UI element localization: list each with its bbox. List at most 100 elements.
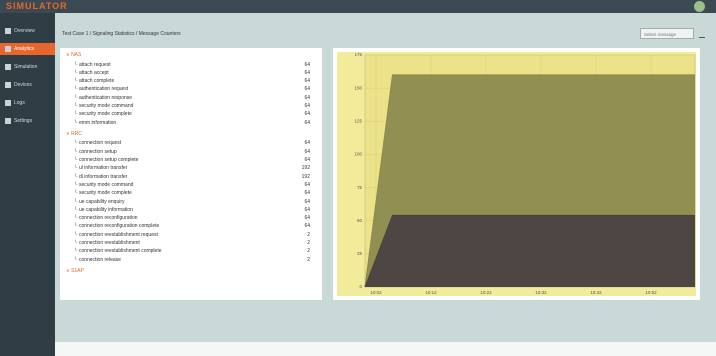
item-count: 64 [304, 94, 310, 101]
nav-item[interactable]: Simulation [0, 61, 55, 73]
item-name: connection reestablishment [78, 240, 140, 246]
item-name: emm information [78, 119, 117, 126]
item-name: connection release [78, 256, 121, 263]
y-tick-label: 150 [354, 85, 362, 90]
item-count: 192 [301, 165, 310, 172]
area [365, 215, 695, 287]
group-label: S1AP [71, 267, 84, 274]
item-name: connection setup [78, 148, 117, 155]
item-count: 64 [304, 86, 310, 93]
group-label: NAS [71, 52, 82, 58]
item-name: attach complete [78, 78, 115, 85]
item-count: 64 [304, 148, 310, 155]
item-count: 64 [304, 119, 310, 126]
item-name: ul information transfer [78, 165, 128, 172]
dropdown[interactable]: Select message [640, 28, 694, 39]
item-name: connection reconfiguration [78, 215, 138, 222]
item-name: attach accept [78, 69, 109, 76]
avatar[interactable] [694, 1, 705, 12]
item-count: 2 [307, 256, 310, 263]
x-tick-label: 10:02 [370, 290, 382, 295]
tree-item[interactable]: └ connection reestablishment 2 [74, 240, 310, 246]
tree-item[interactable]: └ connection reestablishment complete 2 [74, 248, 310, 255]
tree-item[interactable]: └ authentication response 64 [74, 94, 310, 101]
y-tick-label: 75 [357, 185, 363, 190]
top-bar: SIMULATOR [0, 0, 716, 13]
tree-panel: ∨ NAS └ attach request 64 └ attach accept 64… [60, 48, 322, 300]
nav-item[interactable]: Overview [0, 25, 55, 37]
tree-item[interactable]: └ connection release 2 [74, 256, 310, 263]
item-name: connection reconfiguration complete [78, 223, 160, 230]
item-count: 64 [304, 69, 310, 76]
tree-item[interactable]: └ security mode command 64 [74, 181, 310, 188]
item-count: 64 [304, 206, 310, 213]
item-name: security mode command [78, 181, 134, 188]
y-tick-label: 175 [354, 52, 362, 57]
tree-item[interactable]: └ connection request 64 [74, 140, 310, 147]
tree-item[interactable]: └ authentication request 64 [74, 86, 310, 93]
nav-item[interactable]: Analytics [0, 43, 55, 55]
item-count: 64 [304, 181, 310, 188]
tree-item[interactable]: └ ul information transfer 192 [74, 165, 310, 172]
tree-item[interactable]: └ dl information transfer 192 [74, 173, 310, 180]
item-count: 64 [304, 223, 310, 230]
y-tick-label: 50 [357, 218, 363, 223]
nav-item[interactable]: Logs [0, 97, 55, 109]
line [364, 74, 695, 288]
tree-item[interactable]: └ attach accept 64 [74, 69, 310, 76]
item-name: dl information transfer [78, 173, 128, 180]
item-count: 64 [304, 103, 310, 109]
item-name: connection setup complete [78, 157, 139, 163]
tree-item[interactable]: └ connection reconfiguration complete 64 [74, 223, 310, 230]
x-tick-label: 10:12 [425, 290, 437, 295]
x-tick-label: 10:32 [535, 290, 547, 295]
footer [55, 342, 716, 356]
tree-item[interactable]: └ attach complete 64 [74, 78, 310, 85]
tree-item[interactable]: └ connection setup complete 64 [74, 157, 310, 163]
item-count: 192 [301, 173, 310, 180]
nav-item[interactable]: Devices [0, 79, 55, 91]
y-tick-label: 25 [357, 251, 363, 256]
item-count: 2 [307, 231, 310, 238]
y-tick-label: 0 [359, 284, 362, 289]
item-count: 2 [307, 240, 310, 246]
tree-item[interactable]: └ security mode complete 64 [74, 190, 310, 197]
x-tick-label: 10:42 [590, 290, 602, 295]
chart: 0 25 50 75 100 125 150 175 10:02 10:12 10:22 10:32 1… [337, 52, 696, 296]
x-tick-label: 10:22 [480, 290, 492, 295]
tree-item[interactable]: └ ue capability information 64 [74, 206, 310, 213]
tree-group[interactable]: ∨ RRC [66, 130, 82, 137]
tree-item[interactable]: └ connection setup 64 [74, 148, 310, 155]
tree-item[interactable]: └ ue capability enquiry 64 [74, 198, 310, 205]
item-count: 64 [304, 140, 310, 147]
sidebar: Overview Analytics Simulation Devices Logs Se… [0, 13, 55, 356]
item-count: 64 [304, 78, 310, 85]
item-name: ue capability enquiry [78, 198, 125, 205]
breadcrumb: Test Case 1 / Signaling Statistics / Mes… [62, 31, 181, 37]
item-name: attach request [78, 61, 111, 68]
tree-item[interactable]: └ connection reconfiguration 64 [74, 215, 310, 222]
item-count: 64 [304, 190, 310, 197]
tree-group[interactable]: ∨ NAS [66, 52, 82, 58]
item-name: connection reestablishment request [78, 231, 158, 238]
nav-item[interactable]: Settings [0, 115, 55, 127]
tree-item[interactable]: └ connection reestablishment request 2 [74, 231, 310, 238]
item-count: 64 [304, 111, 310, 118]
download-icon[interactable] [699, 29, 705, 38]
item-name: security mode complete [78, 190, 132, 197]
tree-item[interactable]: └ security mode command 64 [74, 103, 310, 109]
tree-item[interactable]: └ security mode complete 64 [74, 111, 310, 118]
item-name: authentication response [78, 94, 133, 101]
item-count: 64 [304, 61, 310, 68]
tree-item[interactable]: └ attach request 64 [74, 61, 310, 68]
group-label: RRC [71, 130, 82, 137]
chart-panel: 0 25 50 75 100 125 150 175 10:02 10:12 10:22 10:32 1… [333, 48, 700, 300]
tree-group[interactable]: ∨ S1AP [66, 267, 84, 274]
x-tick-label: 10:52 [645, 290, 657, 295]
app-title: SIMULATOR [6, 1, 68, 11]
tree-item[interactable]: └ emm information 64 [74, 119, 310, 126]
item-count: 2 [307, 248, 310, 255]
item-count: 64 [304, 157, 310, 163]
item-name: connection request [78, 140, 122, 147]
